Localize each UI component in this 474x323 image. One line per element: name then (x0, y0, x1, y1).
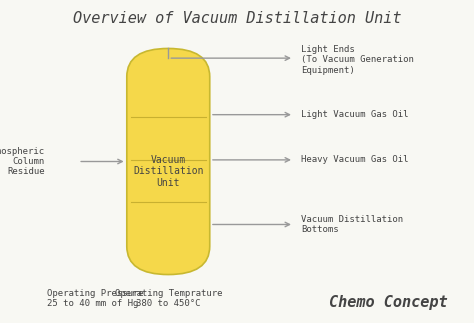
Text: Overview of Vacuum Distillation Unit: Overview of Vacuum Distillation Unit (73, 11, 401, 26)
Text: Light Vacuum Gas Oil: Light Vacuum Gas Oil (301, 110, 409, 119)
Text: Light Ends
(To Vacuum Generation
Equipment): Light Ends (To Vacuum Generation Equipme… (301, 45, 414, 75)
Text: Heavy Vacuum Gas Oil: Heavy Vacuum Gas Oil (301, 155, 409, 164)
Text: Chemo Concept: Chemo Concept (329, 295, 448, 310)
Text: Operating Temprature
380 to 450°C: Operating Temprature 380 to 450°C (115, 289, 222, 308)
Text: Vacuum Distillation
Bottoms: Vacuum Distillation Bottoms (301, 215, 403, 234)
FancyBboxPatch shape (127, 48, 210, 275)
Text: Operating Pressure
25 to 40 mm of Hg: Operating Pressure 25 to 40 mm of Hg (47, 289, 144, 308)
Text: Vacuum
Distillation
Unit: Vacuum Distillation Unit (133, 155, 203, 188)
Text: Atmospheric
Column
Residue: Atmospheric Column Residue (0, 147, 45, 176)
